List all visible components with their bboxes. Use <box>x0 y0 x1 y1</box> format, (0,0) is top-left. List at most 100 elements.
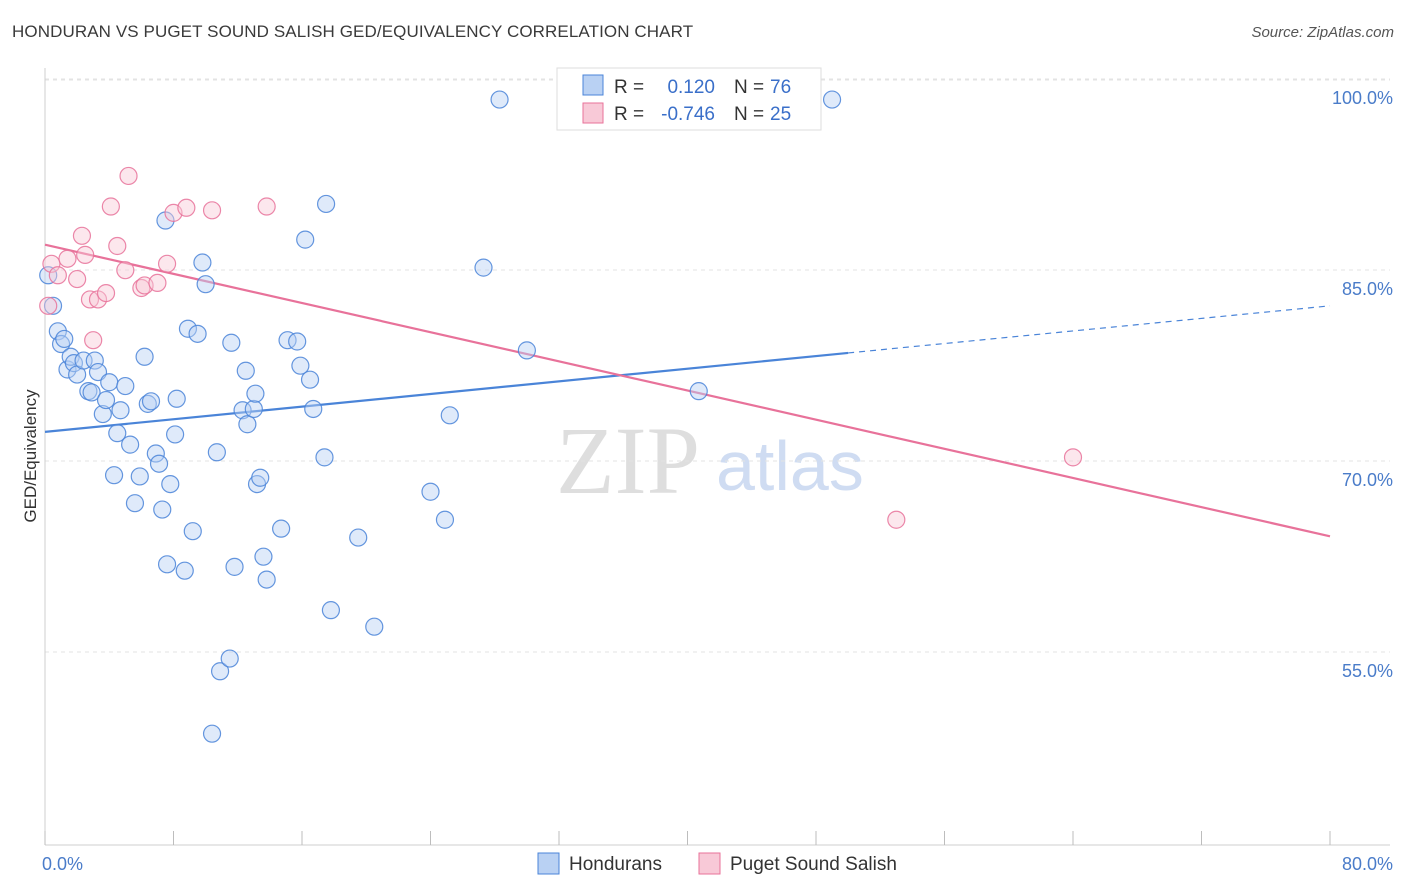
honduran-point-30 <box>157 555 177 574</box>
honduran-point-54 <box>251 468 270 487</box>
legend-n-value-salish: 25 <box>770 104 791 125</box>
series-legend: Hondurans Puget Sound Salish <box>537 852 897 875</box>
honduran-point-48 <box>238 415 257 434</box>
salish-point-5 <box>72 226 92 245</box>
legend-r-label-salish: R = <box>614 104 644 125</box>
honduran-point-40 <box>202 724 222 743</box>
chart-title: HONDURAN VS PUGET SOUND SALISH GED/EQUIV… <box>12 22 694 41</box>
honduran-point-53 <box>257 570 276 589</box>
honduran-point-60 <box>300 370 320 389</box>
stats-legend: R = 0.120 N = 76 R = -0.746 N = 25 <box>556 67 822 131</box>
honduran-point-62 <box>315 448 334 467</box>
honduran-point-69 <box>440 406 459 425</box>
legend-n-label-salish: N = <box>734 104 764 125</box>
x-tick-label-1: 80.0% <box>1342 854 1393 874</box>
honduran-point-41 <box>207 443 226 462</box>
honduran-point-55 <box>272 519 291 538</box>
honduran-point-50 <box>246 384 265 403</box>
salish-point-0 <box>39 296 58 315</box>
y-tick-label-1: 85.0% <box>1342 279 1393 299</box>
salish-point-8 <box>84 331 103 350</box>
honduran-point-52 <box>254 547 273 566</box>
honduran-point-33 <box>167 389 186 408</box>
salish-point-10 <box>96 283 116 303</box>
honduran-point-73 <box>689 382 708 401</box>
honduran-point-32 <box>166 425 185 444</box>
honduran-point-43 <box>220 649 239 668</box>
bottom-legend-swatch-salish <box>698 852 721 875</box>
honduran-point-3 <box>51 334 71 354</box>
salish-point-2 <box>48 266 67 285</box>
watermark-atlas: atlas <box>716 427 864 505</box>
y-tick-label-2: 70.0% <box>1342 470 1393 490</box>
legend-n-value-hondurans: 76 <box>770 77 791 98</box>
honduran-point-29 <box>153 500 172 519</box>
honduran-point-61 <box>304 399 323 419</box>
salish-point-3 <box>58 249 77 268</box>
tick-labels: 100.0% 85.0% 70.0% 55.0% 0.0% 80.0% <box>42 88 1393 874</box>
honduran-point-21 <box>121 435 140 454</box>
honduran-point-68 <box>435 510 455 529</box>
bottom-legend-label-hondurans: Hondurans <box>569 854 662 875</box>
honduran-point-13 <box>88 362 108 382</box>
salish-point-15 <box>132 278 151 298</box>
honduran-point-66 <box>365 617 384 636</box>
honduran-point-65 <box>349 528 368 547</box>
legend-r-label-hondurans: R = <box>614 77 644 98</box>
salish-point-18 <box>157 254 177 273</box>
legend-n-label-hondurans: N = <box>734 77 764 98</box>
source-label: Source: ZipAtlas.com <box>1251 24 1394 41</box>
honduran-point-39 <box>196 275 215 294</box>
y-tick-label-3: 55.0% <box>1342 661 1393 681</box>
trend-line-0 <box>44 351 849 433</box>
legend-r-value-salish: -0.746 <box>661 104 715 125</box>
salish-point-12 <box>108 236 127 256</box>
honduran-point-56 <box>278 331 297 350</box>
x-tick-label-0: 0.0% <box>42 854 83 874</box>
honduran-point-31 <box>161 474 180 494</box>
honduran-point-12 <box>85 351 104 370</box>
salish-point-20 <box>177 198 196 217</box>
legend-r-value-hondurans: 0.120 <box>667 77 715 98</box>
axes <box>44 68 1390 846</box>
salish-point-6 <box>76 245 95 264</box>
salish-point-11 <box>101 197 120 216</box>
salish-point-21 <box>202 201 222 220</box>
honduran-point-70 <box>474 258 493 277</box>
trend-lines <box>44 243 1331 538</box>
honduran-point-25 <box>138 394 157 413</box>
honduran-point-26 <box>141 392 161 411</box>
honduran-point-44 <box>222 333 241 352</box>
salish-point-17 <box>148 273 167 293</box>
honduran-point-58 <box>291 356 310 375</box>
salish-point-22 <box>257 197 276 216</box>
honduran-point-11 <box>82 383 101 402</box>
honduran-point-64 <box>316 194 336 214</box>
honduran-point-20 <box>116 376 135 396</box>
honduran-point-1 <box>43 296 63 315</box>
honduran-point-37 <box>188 324 207 343</box>
honduran-point-4 <box>55 329 74 349</box>
legend-swatch-salish <box>582 102 604 124</box>
honduran-point-0 <box>39 266 58 285</box>
salish-point-1 <box>42 254 61 273</box>
honduran-point-16 <box>100 373 119 392</box>
watermark-zip: ZIP <box>556 407 700 514</box>
honduran-point-59 <box>296 230 315 249</box>
y-tick-label-0: 100.0% <box>1332 88 1393 108</box>
honduran-point-74 <box>822 90 842 109</box>
honduran-point-34 <box>175 561 194 580</box>
honduran-point-63 <box>321 601 341 620</box>
honduran-point-47 <box>236 361 255 380</box>
honduran-point-14 <box>93 404 112 424</box>
honduran-point-18 <box>108 424 127 443</box>
honduran-point-19 <box>111 401 130 420</box>
bottom-legend-label-salish: Puget Sound Salish <box>730 854 897 875</box>
honduran-point-17 <box>104 466 124 485</box>
honduran-point-27 <box>146 444 165 463</box>
honduran-point-57 <box>288 332 307 351</box>
honduran-point-35 <box>178 319 198 338</box>
honduran-point-22 <box>125 494 145 513</box>
trend-line-extension-0 <box>848 305 1331 354</box>
